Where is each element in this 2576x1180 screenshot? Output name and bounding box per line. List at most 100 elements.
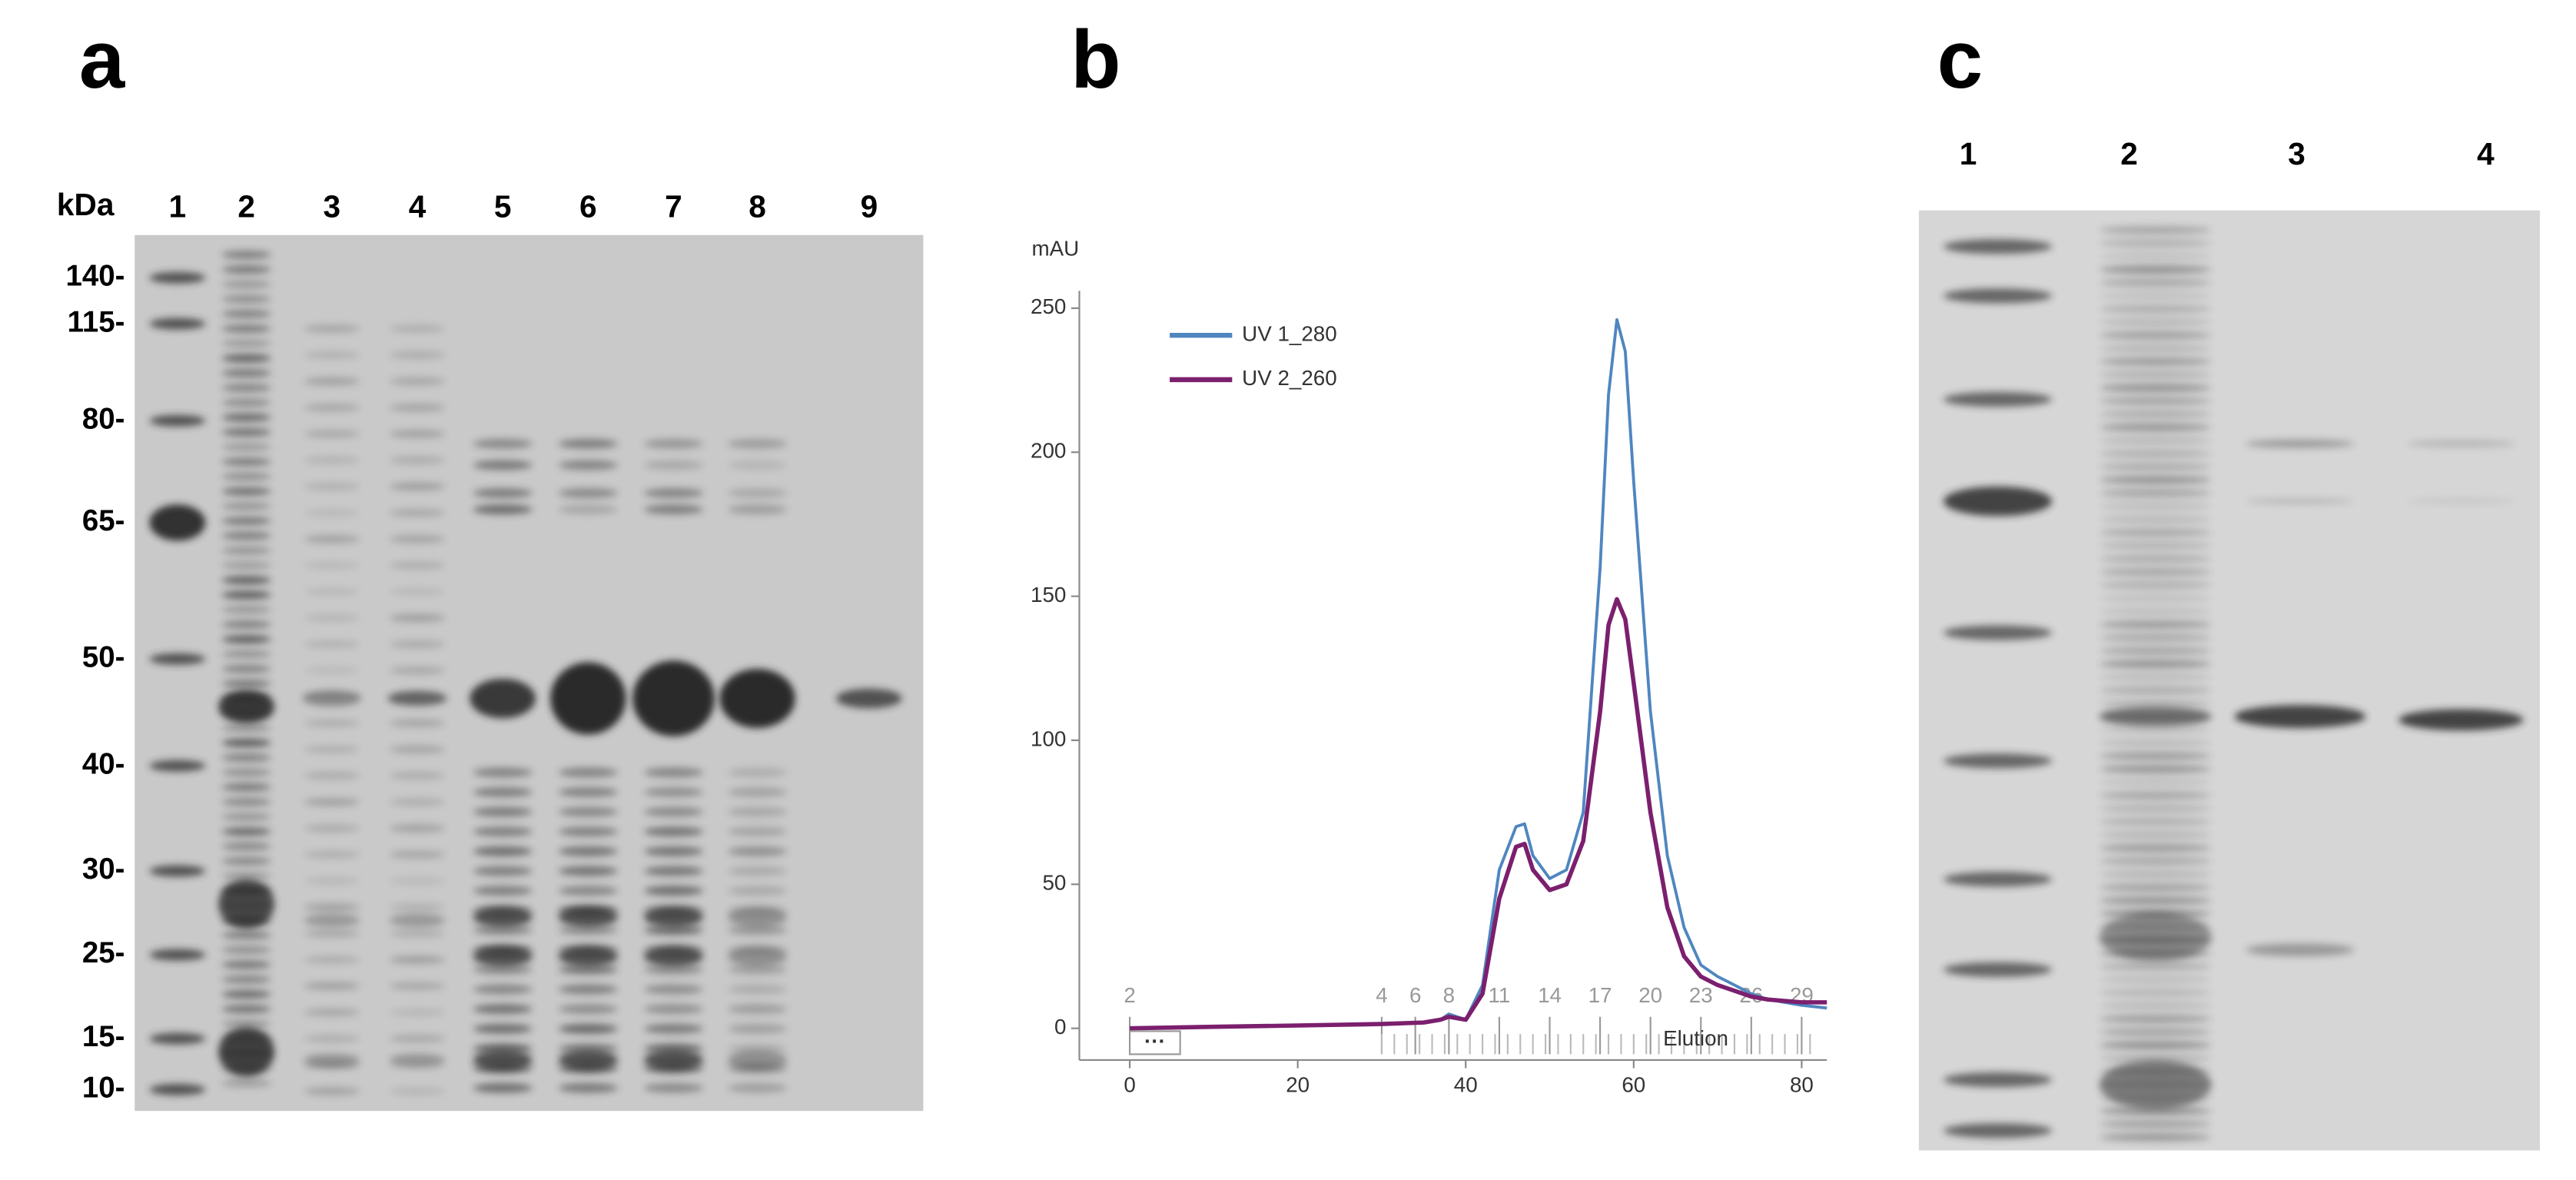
band (221, 472, 271, 481)
band (2100, 673, 2212, 682)
marker-label: 140- (65, 259, 124, 292)
axis-label: kDa (57, 187, 115, 222)
band (644, 806, 703, 817)
band (2100, 304, 2212, 314)
band (389, 1087, 446, 1095)
band (221, 324, 271, 333)
band (644, 1004, 703, 1015)
y-tick-label: 200 (1031, 439, 1066, 463)
band (1943, 753, 2053, 769)
marker-label: 30- (82, 853, 125, 886)
y-tick-label: 0 (1054, 1015, 1066, 1039)
band (389, 956, 446, 964)
band (2100, 317, 2212, 327)
band (719, 669, 795, 729)
marker-label: 25- (82, 936, 125, 969)
band (221, 1079, 271, 1088)
band (728, 946, 787, 967)
band (304, 534, 360, 543)
band (2100, 436, 2212, 445)
band (221, 723, 271, 733)
band (550, 662, 626, 735)
band (2246, 439, 2355, 448)
band (221, 797, 271, 806)
band (304, 1087, 360, 1095)
band (389, 587, 446, 596)
band (728, 984, 787, 995)
band (1943, 962, 2053, 977)
band (389, 640, 446, 649)
band (304, 824, 360, 833)
band (728, 460, 787, 470)
lane-label: 1 (1960, 136, 1977, 171)
band (221, 280, 271, 289)
band (2100, 397, 2212, 406)
band (2100, 706, 2212, 726)
band (728, 866, 787, 876)
band (389, 377, 446, 386)
legend-label: UV 1_280 (1242, 321, 1337, 345)
band (221, 546, 271, 555)
band (2100, 1133, 2212, 1142)
band (644, 504, 703, 515)
band (2100, 462, 2212, 471)
band (221, 502, 271, 510)
band (389, 771, 446, 780)
band (221, 664, 271, 673)
band (221, 576, 271, 585)
band (728, 806, 787, 817)
band (149, 317, 206, 330)
series-line (1130, 597, 1827, 1031)
annotation-box (1129, 1030, 1181, 1055)
band (1943, 288, 2053, 304)
band (728, 438, 787, 449)
lane-label: 6 (579, 188, 597, 224)
band (221, 294, 271, 304)
band (558, 438, 618, 449)
band (644, 886, 703, 896)
band (558, 1043, 618, 1054)
fraction-label: 11 (1489, 983, 1511, 1007)
band (2100, 371, 2212, 379)
band (2100, 528, 2212, 537)
band (304, 613, 360, 623)
fraction-label: 4 (1376, 983, 1387, 1007)
y-tick-label: 50 (1042, 871, 1066, 895)
y-axis-label: mAU (1032, 236, 1080, 260)
band (149, 653, 206, 665)
band (2100, 225, 2212, 234)
band (2100, 647, 2212, 655)
band (2100, 423, 2212, 432)
fraction-label: 17 (1588, 983, 1612, 1007)
band (644, 907, 703, 927)
band (2100, 843, 2212, 853)
band (473, 1023, 533, 1034)
band (2100, 1028, 2212, 1036)
fraction-label: 2 (1124, 983, 1135, 1007)
band (221, 872, 271, 880)
band (728, 925, 787, 936)
band (558, 767, 618, 778)
band (473, 984, 533, 995)
band (304, 1034, 360, 1043)
band (558, 460, 618, 470)
gel (1918, 210, 2540, 1151)
band (221, 427, 271, 437)
band (218, 879, 275, 929)
band (644, 866, 703, 876)
annotation: Elution (1663, 1026, 1728, 1050)
band (389, 824, 446, 833)
band (149, 414, 206, 427)
band (2100, 765, 2212, 773)
band (2234, 705, 2366, 729)
band (389, 482, 446, 491)
band (221, 738, 271, 747)
band (644, 1082, 703, 1093)
band (728, 504, 787, 515)
band (389, 508, 446, 517)
band (558, 984, 618, 995)
band (2100, 580, 2212, 590)
band (304, 719, 360, 728)
band (2100, 817, 2212, 826)
marker-label: 50- (82, 640, 125, 673)
